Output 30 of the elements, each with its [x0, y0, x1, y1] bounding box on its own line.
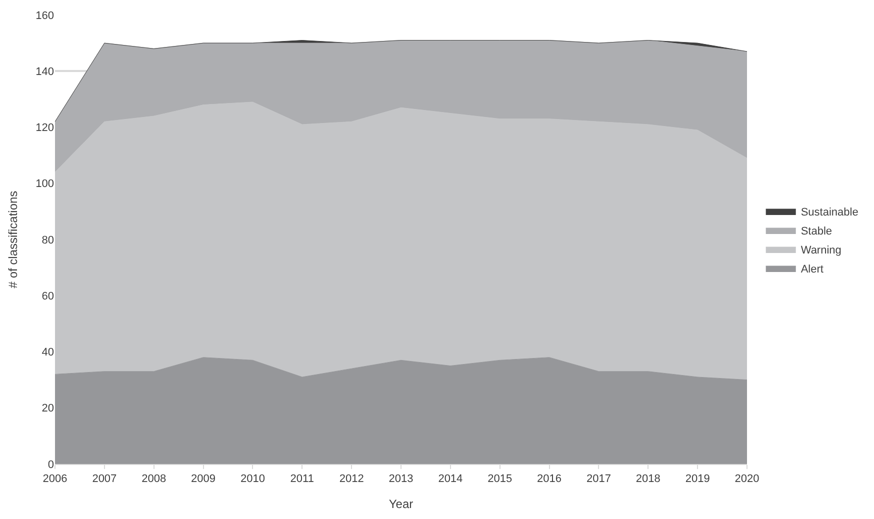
x-tick-label: 2012: [339, 473, 364, 486]
x-tick-label: 2013: [388, 473, 414, 486]
y-axis-title: # of classifications: [6, 190, 20, 288]
x-tick-label: 2007: [92, 473, 117, 486]
y-tick-label: 20: [42, 402, 54, 415]
y-tick-label: 140: [36, 66, 54, 78]
y-tick-label: 60: [42, 290, 54, 302]
y-tick-label: 0: [48, 458, 54, 471]
x-tick-label: 2014: [438, 473, 463, 486]
x-tick-label: 2018: [636, 473, 660, 486]
x-tick-label: 2017: [586, 473, 611, 486]
y-tick-label: 80: [42, 234, 54, 246]
y-tick-label: 40: [42, 346, 54, 359]
legend-label: Alert: [800, 263, 824, 276]
x-tick-label: 2010: [240, 473, 265, 486]
x-tick-label: 2008: [142, 473, 166, 486]
legend-label: Warning: [800, 244, 842, 256]
x-tick-label: 2015: [488, 473, 512, 486]
x-tick-label: 2011: [290, 473, 314, 486]
legend-label: Sustainable: [800, 206, 858, 218]
x-tick-label: 2019: [685, 473, 710, 486]
x-tick-label: 2009: [191, 473, 216, 486]
legend-label: Stable: [800, 225, 832, 238]
x-axis-title: Year: [388, 497, 414, 512]
y-tick-label: 120: [36, 122, 54, 134]
y-tick-label: 160: [36, 10, 54, 22]
x-tick-label: 2006: [42, 473, 68, 486]
x-tick-label: 2016: [537, 473, 562, 486]
y-tick-label: 100: [36, 178, 54, 190]
x-tick-label: 2020: [734, 473, 760, 486]
